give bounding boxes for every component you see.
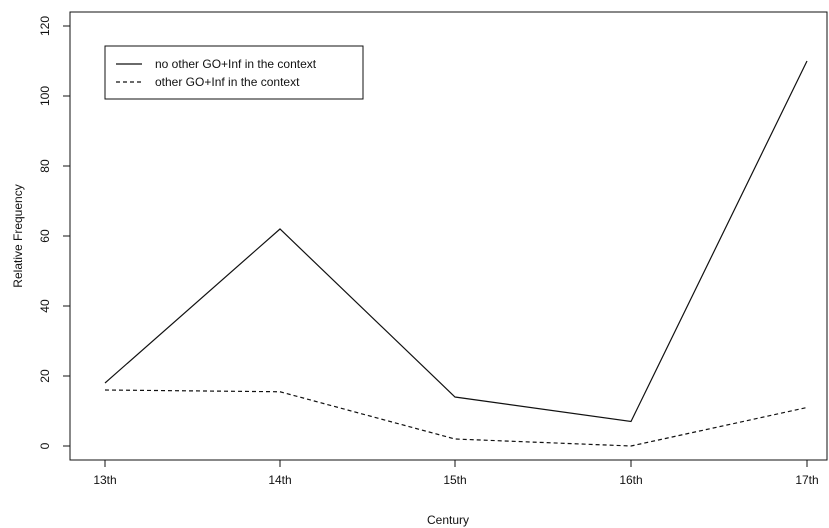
y-tick-label-100: 100 [38,86,52,106]
y-tick-label-120: 120 [38,16,52,36]
y-tick-label-60: 60 [38,229,52,243]
series-layer [104,60,808,447]
legend-label-other: other GO+Inf in the context [155,75,300,89]
y-tick-label-40: 40 [38,299,52,313]
x-tick-label-13th: 13th [93,473,116,487]
y-axis-label: Relative Frequency [11,184,25,287]
legend-box [104,45,364,100]
x-tick-label-16th: 16th [619,473,642,487]
x-tick-label-14th: 14th [268,473,291,487]
y-tick-label-20: 20 [38,369,52,383]
x-axis: 13th 14th 15th 16th 17th [93,460,819,487]
legend-label-no-other: no other GO+Inf in the context [155,57,317,71]
series-line-other-go-inf [104,389,808,447]
y-tick-label-0: 0 [38,442,52,449]
x-tick-label-15th: 15th [443,473,466,487]
x-axis-label: Century [427,513,469,527]
y-tick-label-80: 80 [38,159,52,173]
x-tick-label-17th: 17th [795,473,818,487]
y-axis: 0 20 40 60 80 100 120 [38,16,70,449]
legend: no other GO+Inf in the context other GO+… [104,45,364,100]
series-line-no-other-go-inf [104,60,808,423]
